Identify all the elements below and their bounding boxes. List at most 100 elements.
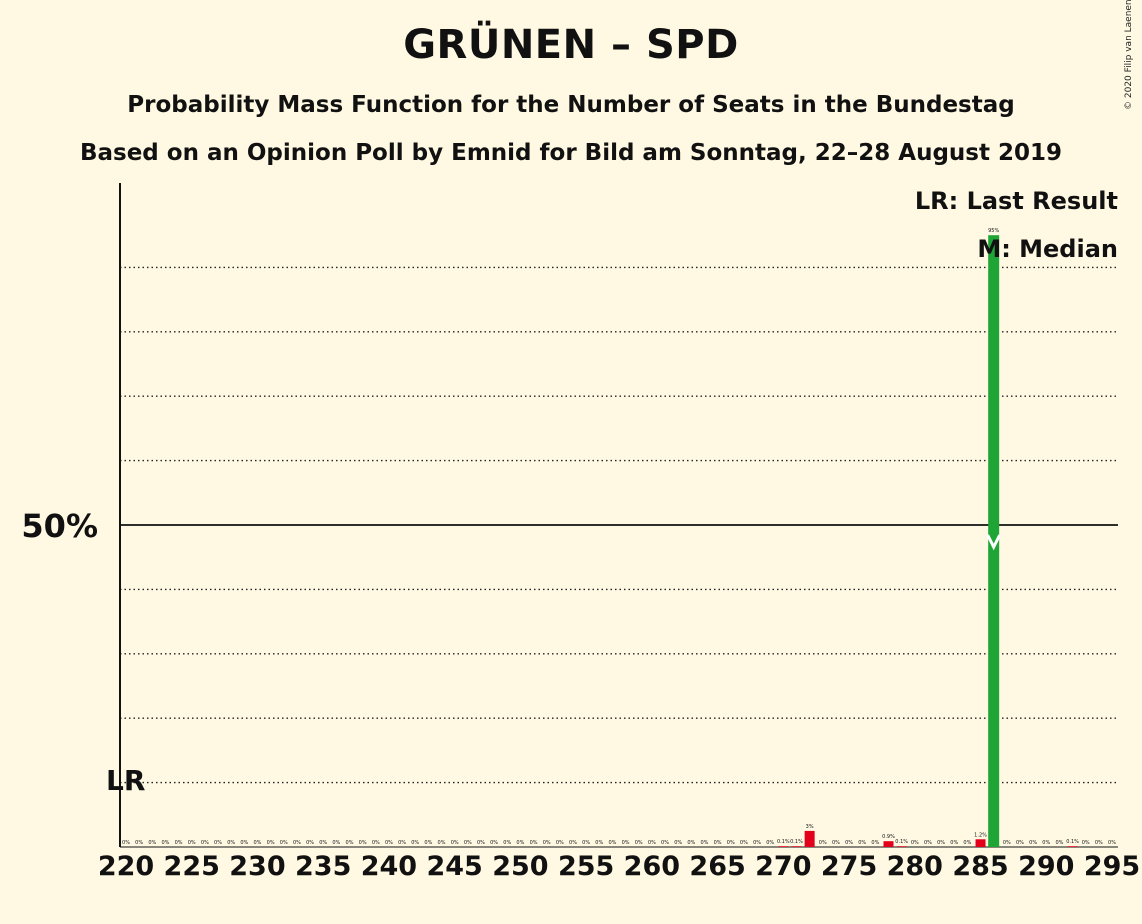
annotations: 50% LR LR: Last Result M: Median [21, 187, 1118, 797]
bar-label-seat-248: 0% [490, 840, 498, 846]
x-tick-label-240: 240 [361, 851, 417, 882]
bar-label-seat-234: 0% [306, 840, 314, 846]
bar-label-seat-252: 0% [543, 840, 551, 846]
x-tick-label-290: 290 [1018, 851, 1074, 882]
legend-last-result: LR: Last Result [915, 187, 1118, 215]
bar-label-seat-270: 0.1% [777, 839, 790, 845]
bar-label-seat-290: 0% [1042, 840, 1050, 846]
bar-label-seat-265: 0% [714, 840, 722, 846]
bar-label-seat-232: 0% [280, 840, 288, 846]
bar-label-seat-268: 0% [753, 840, 761, 846]
bar-label-seat-227: 0% [214, 840, 222, 846]
bar-label-seat-293: 0% [1082, 840, 1090, 846]
bar-label-seat-262: 0% [674, 840, 682, 846]
bar-label-seat-241: 0% [398, 840, 406, 846]
bar-seat-279 [896, 846, 907, 847]
bar-label-seat-254: 0% [569, 840, 577, 846]
bar-label-seat-237: 0% [346, 840, 354, 846]
bar-label-seat-250: 0% [516, 840, 524, 846]
bar-label-seat-244: 0% [438, 840, 446, 846]
bar-seat-285 [975, 839, 986, 847]
bar-label-seat-231: 0% [267, 840, 275, 846]
x-tick-label-230: 230 [229, 851, 285, 882]
x-tick-label-255: 255 [558, 851, 614, 882]
bar-label-seat-267: 0% [740, 840, 748, 846]
bar-label-seat-228: 0% [227, 840, 235, 846]
bar-label-seat-243: 0% [424, 840, 432, 846]
x-tick-label-295: 295 [1084, 851, 1140, 882]
x-tick-labels: 220 225 230 235 240 245 250 255 260 265 270 275 280 2… [98, 851, 1140, 882]
x-tick-label-250: 250 [492, 851, 548, 882]
bars [778, 235, 1078, 847]
x-tick-label-265: 265 [689, 851, 745, 882]
bar-seat-286 [988, 235, 1000, 847]
bar-label-seat-284: 0% [963, 840, 971, 846]
bar-label-seat-242: 0% [411, 840, 419, 846]
bar-label-seat-258: 0% [622, 840, 630, 846]
bar-label-seat-223: 0% [161, 840, 169, 846]
last-result-label: LR [106, 764, 145, 797]
bar-label-seat-287: 0% [1003, 840, 1011, 846]
bar-label-seat-259: 0% [635, 840, 643, 846]
bar-label-seat-294: 0% [1095, 840, 1103, 846]
bar-label-seat-222: 0% [148, 840, 156, 846]
bar-label-seat-261: 0% [661, 840, 669, 846]
chart-subtitle: Probability Mass Function for the Number… [127, 92, 1015, 118]
bar-label-seat-283: 0% [950, 840, 958, 846]
bar-label-seat-255: 0% [582, 840, 590, 846]
bar-label-seat-238: 0% [359, 840, 367, 846]
bar-label-seat-225: 0% [188, 840, 196, 846]
bar-labels: 0% 0% 0% 0% 0% 0% 0% 0% 0% 0% 0% 0% 0% 0% 0% 0% 0% 0% 0% 0%… [122, 228, 1116, 846]
bar-label-seat-260: 0% [648, 840, 656, 846]
bar-label-seat-247: 0% [477, 840, 485, 846]
bar-label-seat-224: 0% [175, 840, 183, 846]
bar-label-seat-280: 0% [911, 840, 919, 846]
median-marker [986, 534, 1002, 551]
bar-label-seat-236: 0% [332, 840, 340, 846]
bar-seat-271 [791, 846, 802, 847]
bar-label-seat-229: 0% [240, 840, 248, 846]
bar-label-seat-240: 0% [385, 840, 393, 846]
bar-label-seat-220: 0% [122, 840, 130, 846]
bar-label-seat-289: 0% [1029, 840, 1037, 846]
bar-label-seat-251: 0% [530, 840, 538, 846]
bar-label-seat-281: 0% [924, 840, 932, 846]
bar-label-seat-263: 0% [687, 840, 695, 846]
bar-label-seat-226: 0% [201, 840, 209, 846]
x-tick-label-285: 285 [952, 851, 1008, 882]
bar-label-seat-271: 0.1% [790, 839, 803, 845]
bar-label-seat-286: 95% [988, 228, 999, 234]
x-tick-label-220: 220 [98, 851, 154, 882]
bar-label-seat-295: 0% [1108, 840, 1116, 846]
x-tick-label-225: 225 [164, 851, 220, 882]
x-tick-label-260: 260 [624, 851, 680, 882]
bar-label-seat-239: 0% [372, 840, 380, 846]
bar-label-seat-285: 1.2% [974, 832, 987, 838]
x-tick-label-235: 235 [295, 851, 351, 882]
bar-label-seat-256: 0% [595, 840, 603, 846]
bar-label-seat-282: 0% [937, 840, 945, 846]
bar-label-seat-245: 0% [451, 840, 459, 846]
x-tick-label-245: 245 [426, 851, 482, 882]
gridlines [119, 183, 1118, 848]
bar-label-seat-292: 0.1% [1066, 839, 1079, 845]
bar-seat-278 [883, 841, 894, 847]
bar-label-seat-257: 0% [608, 840, 616, 846]
bar-label-seat-233: 0% [293, 840, 301, 846]
bar-label-seat-276: 0% [858, 840, 866, 846]
bar-seat-270 [778, 846, 789, 847]
x-tick-label-275: 275 [821, 851, 877, 882]
bar-label-seat-249: 0% [503, 840, 511, 846]
chart-subtitle-source: Based on an Opinion Poll by Emnid for Bi… [79, 140, 1063, 166]
bar-label-seat-291: 0% [1055, 840, 1063, 846]
bar-label-seat-246: 0% [464, 840, 472, 846]
bar-label-seat-277: 0% [871, 840, 879, 846]
bar-label-seat-288: 0% [1016, 840, 1024, 846]
bar-label-seat-272: 3% [806, 824, 814, 830]
bar-label-seat-264: 0% [700, 840, 708, 846]
bar-label-seat-278: 0.9% [882, 834, 895, 840]
chart-title: GRÜNEN – SPD [403, 22, 739, 68]
legend-median: M: Median [977, 235, 1118, 263]
bar-label-seat-221: 0% [135, 840, 143, 846]
